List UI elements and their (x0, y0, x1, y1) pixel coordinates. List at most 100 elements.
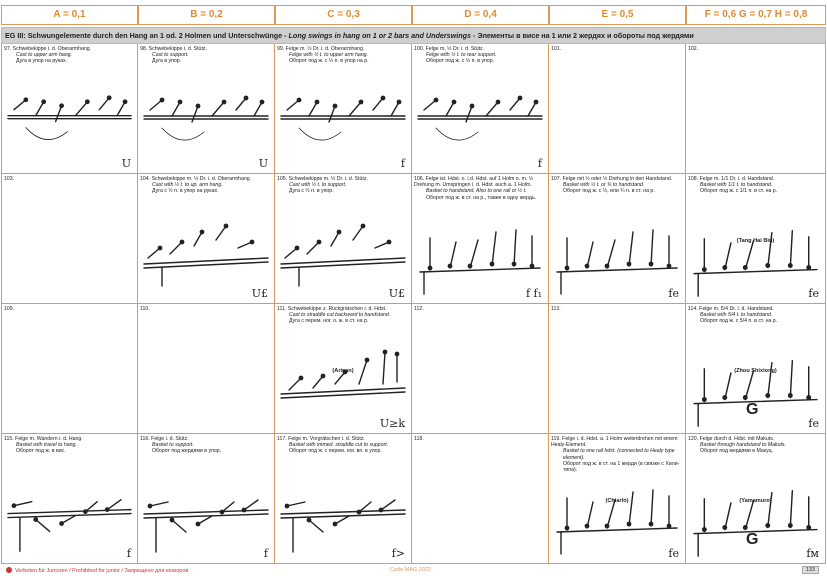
prohibited-dot-icon (6, 567, 12, 573)
swing-path (435, 127, 479, 141)
element-de-text: 105. Schwebekippe m. ½ Dr. i. d. Stütz. (277, 176, 409, 182)
element-number: 120. (688, 436, 699, 442)
gymnast-stroke (372, 97, 384, 111)
element-de-text: 117. Felge m. Vorgrätschen i. d. Stütz. (277, 436, 409, 442)
gymnast-head (342, 369, 348, 375)
gymnast-head (332, 103, 338, 109)
element-cell: 101. (549, 44, 686, 174)
gymnast-head (806, 395, 812, 400)
element-cell: 100. Felge m. ½ Dr. i. d. Stütz. Felge wi… (412, 44, 549, 174)
element-symbol: U≥k (379, 417, 405, 430)
gymnast-stroke (171, 101, 181, 117)
gymnast-stroke (606, 239, 616, 269)
element-symbol: U£ (388, 287, 405, 300)
gymnast-stroke (211, 101, 225, 117)
element-description: 120. Felge durch d. Hdst. mit Makuts. Bas… (688, 436, 823, 455)
gymnast-head (33, 517, 39, 522)
element-figure-drawing (280, 349, 406, 399)
element-cell: 109. (1, 304, 138, 434)
gymnast-stroke (744, 370, 755, 401)
value-header: A = 0,1 B = 0,2 C = 0,3 D = 0,4 E = 0,5 … (0, 5, 827, 27)
element-description: 116. Felge i. d. Stütz. Basket to support… (140, 436, 272, 455)
element-cell: 97. Schwebekippe i. d. Oberarmhang. Cast … (1, 44, 138, 174)
element-figure-drawing (556, 489, 678, 555)
gymnast-head (306, 517, 312, 523)
gymnast-stroke (193, 231, 203, 247)
gymnast-head (604, 263, 610, 269)
gymnast-head (517, 95, 523, 101)
element-symbol: f> (391, 547, 405, 560)
element-de-label: Felge m. ½ Dr. i. d. Oberarmhang. (285, 46, 365, 52)
element-symbol: fм (806, 547, 819, 560)
gymnast-head (104, 507, 110, 513)
gymnast-stroke (789, 229, 794, 269)
value-d-header: D = 0,4 (412, 5, 549, 25)
gymnast-head (223, 223, 229, 229)
element-figure-drawing (280, 499, 406, 553)
value-a-header: A = 0,1 (1, 5, 138, 25)
element-number: 98. (140, 46, 148, 52)
gymnast-stroke (509, 97, 521, 111)
gymnast-head (742, 525, 748, 530)
gymnast-head (427, 265, 433, 271)
gymnast-stroke (469, 239, 479, 269)
gymnast-stroke (171, 519, 187, 533)
element-ru-text: Оборот под ж. в ст. на 1 жерди (в связке… (563, 460, 680, 474)
element-en-text: Basket through handstand to Makuts. (700, 442, 786, 449)
element-description: 119. Felge i. d. Hdst. a. 1 Holm weiterd… (551, 436, 683, 473)
junior-prohibited-note: Verboten für Junioren / Prohibited for j… (6, 567, 188, 574)
element-figure-drawing (7, 499, 132, 552)
element-ru-text: Оборот под ж. с ½ п. в упор на р. (289, 58, 369, 65)
element-en-text: Felge with ½ t. to upper arm hang. (289, 52, 369, 59)
element-figure-drawing (417, 95, 543, 141)
element-figure-drawing (7, 95, 132, 140)
gymnast-stroke (527, 101, 537, 117)
gymnast-head (296, 97, 302, 103)
gymnast-head (447, 263, 453, 269)
gymnast-stroke (352, 225, 364, 241)
element-de-label: Felge m. 5/4 Dr. i. d. Handstand. (699, 306, 774, 312)
gymnast-stroke (286, 99, 300, 111)
gymnast-head (378, 507, 384, 513)
group-title-ru: - Элементы в висе на 1 или 2 жердях и об… (471, 31, 694, 40)
gymnast-stroke (106, 499, 122, 511)
element-ru-text: Оборот под ж. с перем. ног. вп. в упор. (289, 448, 382, 455)
bar-line (693, 398, 818, 405)
element-description: 107. Felge mit ½ oder ½ Drehung in den H… (551, 176, 683, 195)
gymnast-stroke (789, 489, 794, 529)
element-description: 100. Felge m. ½ Dr. i. d. Stütz. Felge wi… (414, 46, 546, 65)
gymnast-stroke (767, 491, 773, 529)
element-de-text: 107. Felge mit ½ oder ½ Drehung in den H… (551, 176, 683, 182)
gymnast-head (495, 99, 501, 105)
element-en-text: Basket with 1/1 t. to handstand. (700, 182, 773, 189)
element-number: 105. (277, 176, 288, 182)
gymnast-head (394, 351, 400, 357)
gymnast-head (284, 503, 290, 509)
gymnast-head (147, 503, 153, 509)
element-figure-drawing (143, 223, 269, 287)
group-title-de: EG III: Schwungelemente durch den Hang a… (5, 31, 289, 40)
element-figure-drawing (556, 229, 678, 295)
element-ru-text: Оборот под ж. с 5/4 п. в ст. на р. (700, 318, 778, 325)
element-number: 102. (688, 46, 699, 52)
bar-line (7, 512, 132, 519)
gymnast-stroke (74, 101, 89, 117)
gymnast-stroke (284, 247, 298, 259)
element-cell: 115. Felge m. Wandern i. d. Hang. Basket … (1, 434, 138, 564)
gymnast-head (701, 527, 707, 533)
gymnast-stroke (288, 377, 302, 391)
element-de-text: 118. (414, 436, 546, 442)
gymnast-head (336, 229, 342, 235)
element-number: 108. (688, 176, 699, 182)
element-de-text: 102. (688, 46, 823, 52)
element-description: 97. Schwebekippe i. d. Oberarmhang. Cast … (4, 46, 135, 65)
element-de-label: Felge mit ½ oder ½ Drehung in den Handst… (562, 176, 673, 182)
element-number: 100. (414, 46, 425, 52)
element-cell: 120. Felge durch d. Hdst. mit Makuts. Bas… (686, 434, 826, 564)
gymnast-stroke (650, 229, 654, 267)
gymnast-head (380, 95, 386, 101)
element-figure-drawing (693, 229, 818, 297)
gymnast-head (469, 103, 475, 109)
gymnast-stroke (513, 229, 517, 267)
